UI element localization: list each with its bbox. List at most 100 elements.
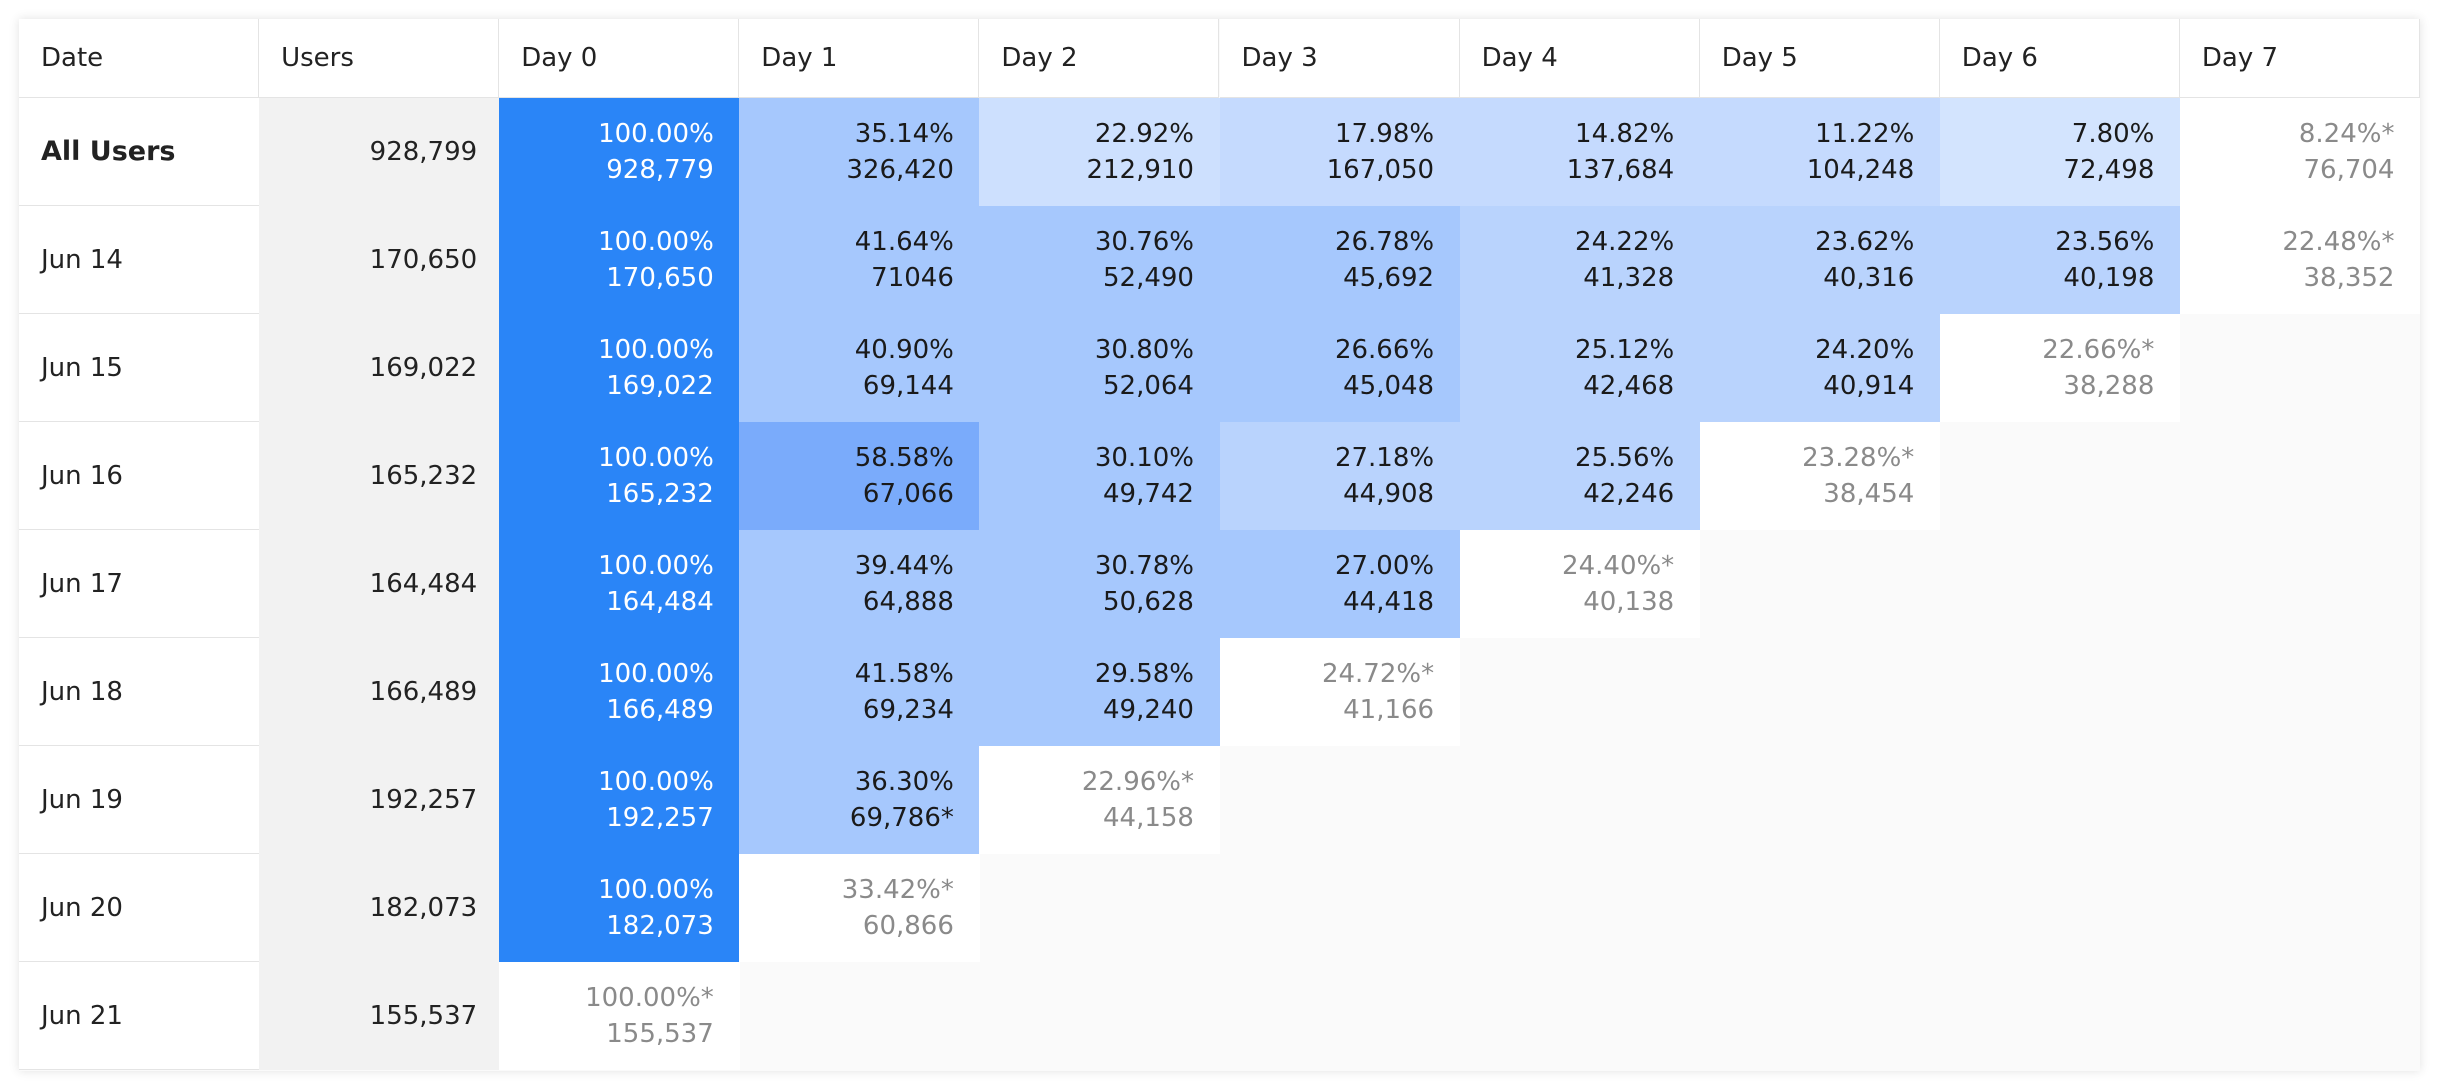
retention-percent: 22.96%*: [1081, 767, 1194, 797]
user-count: 170,650: [259, 206, 500, 314]
retained-count: 40,316: [1823, 263, 1915, 293]
column-header: Day 2: [979, 19, 1220, 98]
retention-cell: 14.82% 137,684: [1459, 98, 1701, 206]
retention-cell: 100.00% 166,489: [499, 638, 740, 746]
retention-percent: 33.42%*: [841, 875, 954, 905]
retention-cell: 100.00% 170,650: [499, 206, 740, 314]
retained-count: 40,914: [1823, 371, 1915, 401]
row-label: Jun 17: [19, 530, 260, 638]
retention-percent: 100.00%: [598, 875, 714, 905]
retained-count: 42,246: [1583, 479, 1675, 509]
retention-cell: 22.48%* 38,352: [2179, 206, 2421, 314]
retention-percent: 29.58%: [1094, 659, 1194, 689]
retention-percent: 30.80%: [1094, 335, 1194, 365]
retention-percent: 24.40%*: [1562, 551, 1675, 581]
retention-percent: 22.48%*: [2282, 227, 2395, 257]
retained-count: 49,240: [1103, 695, 1194, 725]
retention-cell: 30.80% 52,064: [979, 314, 1220, 422]
user-count: 182,073: [259, 854, 500, 962]
row-label: Jun 19: [19, 746, 260, 854]
retention-percent: 23.28%*: [1802, 443, 1915, 473]
user-count: 928,799: [259, 98, 500, 206]
retention-cell: 7.80% 72,498: [1939, 98, 2181, 206]
retention-percent: 41.58%: [854, 659, 954, 689]
retained-count: 928,779: [606, 155, 714, 185]
retained-count: 137,684: [1566, 155, 1675, 185]
retained-count: 69,234: [862, 695, 954, 725]
retained-count: 169,022: [606, 371, 714, 401]
column-header: Users: [259, 19, 500, 98]
retention-cell: 17.98% 167,050: [1219, 98, 1461, 206]
user-count: 165,232: [259, 422, 500, 530]
retention-cell: 24.40%* 40,138: [1459, 530, 1701, 638]
column-header: Date: [19, 19, 260, 98]
retention-cell: 23.62% 40,316: [1699, 206, 1941, 314]
retention-cell: 41.58% 69,234: [739, 638, 980, 746]
retention-percent: 100.00%: [598, 659, 714, 689]
retention-cell: 29.58% 49,240: [979, 638, 1220, 746]
retention-percent: 30.78%: [1094, 551, 1194, 581]
retention-percent: 100.00%: [598, 551, 714, 581]
retained-count: 38,352: [2303, 263, 2395, 293]
retention-percent: 24.22%: [1575, 227, 1675, 257]
retained-count: 182,073: [606, 911, 714, 941]
retention-percent: 22.92%: [1094, 119, 1194, 149]
retention-percent: 25.12%: [1575, 335, 1675, 365]
retention-percent: 25.56%: [1575, 443, 1675, 473]
retention-cell: 26.66% 45,048: [1219, 314, 1461, 422]
retention-cell: 22.92% 212,910: [979, 98, 1220, 206]
user-count: 192,257: [259, 746, 500, 854]
retention-cell: 100.00% 182,073: [499, 854, 740, 962]
retention-percent: 100.00%: [598, 443, 714, 473]
retained-count: 64,888: [862, 587, 954, 617]
retention-cell: 100.00%* 155,537: [499, 962, 740, 1070]
column-header: Day 4: [1459, 19, 1700, 98]
retained-count: 72,498: [2063, 155, 2155, 185]
retention-percent: 24.72%*: [1321, 659, 1435, 689]
retained-count: 38,454: [1823, 479, 1915, 509]
retained-count: 44,908: [1343, 479, 1435, 509]
retention-percent: 26.78%: [1334, 227, 1435, 257]
column-header: Day 7: [2179, 19, 2420, 98]
retention-cell: 23.56% 40,198: [1939, 206, 2181, 314]
retention-percent: 26.66%: [1334, 335, 1435, 365]
retained-count: 45,048: [1343, 371, 1435, 401]
retention-percent: 30.76%: [1094, 227, 1194, 257]
retention-cell: 27.18% 44,908: [1219, 422, 1461, 530]
user-count: 166,489: [259, 638, 500, 746]
retention-cell: 36.30% 69,786*: [739, 746, 980, 854]
retention-cell: 100.00% 928,779: [499, 98, 740, 206]
retention-percent: 100.00%: [598, 335, 714, 365]
retained-count: 50,628: [1103, 587, 1194, 617]
row-label: Jun 20: [19, 854, 260, 962]
retention-percent: 40.90%: [854, 335, 954, 365]
retention-cell: 41.64% 71046: [739, 206, 980, 314]
row-label: All Users: [19, 98, 260, 206]
column-header: Day 6: [1939, 19, 2180, 98]
retention-cell: 25.56% 42,246: [1459, 422, 1701, 530]
retention-percent: 23.56%: [2055, 227, 2155, 257]
retention-percent: 41.64%: [854, 227, 954, 257]
retention-cell: 25.12% 42,468: [1459, 314, 1701, 422]
retention-cell: 40.90% 69,144: [739, 314, 980, 422]
retained-count: 76,704: [2303, 155, 2395, 185]
retention-percent: 8.24%*: [2298, 119, 2395, 149]
retained-count: 69,144: [862, 371, 954, 401]
retained-count: 38,288: [2063, 371, 2155, 401]
retention-percent: 27.00%: [1334, 551, 1435, 581]
retained-count: 165,232: [606, 479, 714, 509]
row-label: Jun 18: [19, 638, 260, 746]
retention-cell: 23.28%* 38,454: [1699, 422, 1941, 530]
retained-count: 41,328: [1583, 263, 1675, 293]
retention-cell: 100.00% 169,022: [499, 314, 740, 422]
column-header: Day 0: [499, 19, 740, 98]
row-label: Jun 16: [19, 422, 260, 530]
retention-cell: 30.78% 50,628: [979, 530, 1220, 638]
retained-count: 167,050: [1326, 155, 1435, 185]
retention-percent: 100.00%: [598, 227, 714, 257]
retention-percent: 22.66%*: [2042, 335, 2155, 365]
retention-percent: 35.14%: [854, 119, 954, 149]
retained-count: 69,786*: [849, 803, 954, 833]
retained-count: 67,066: [862, 479, 954, 509]
